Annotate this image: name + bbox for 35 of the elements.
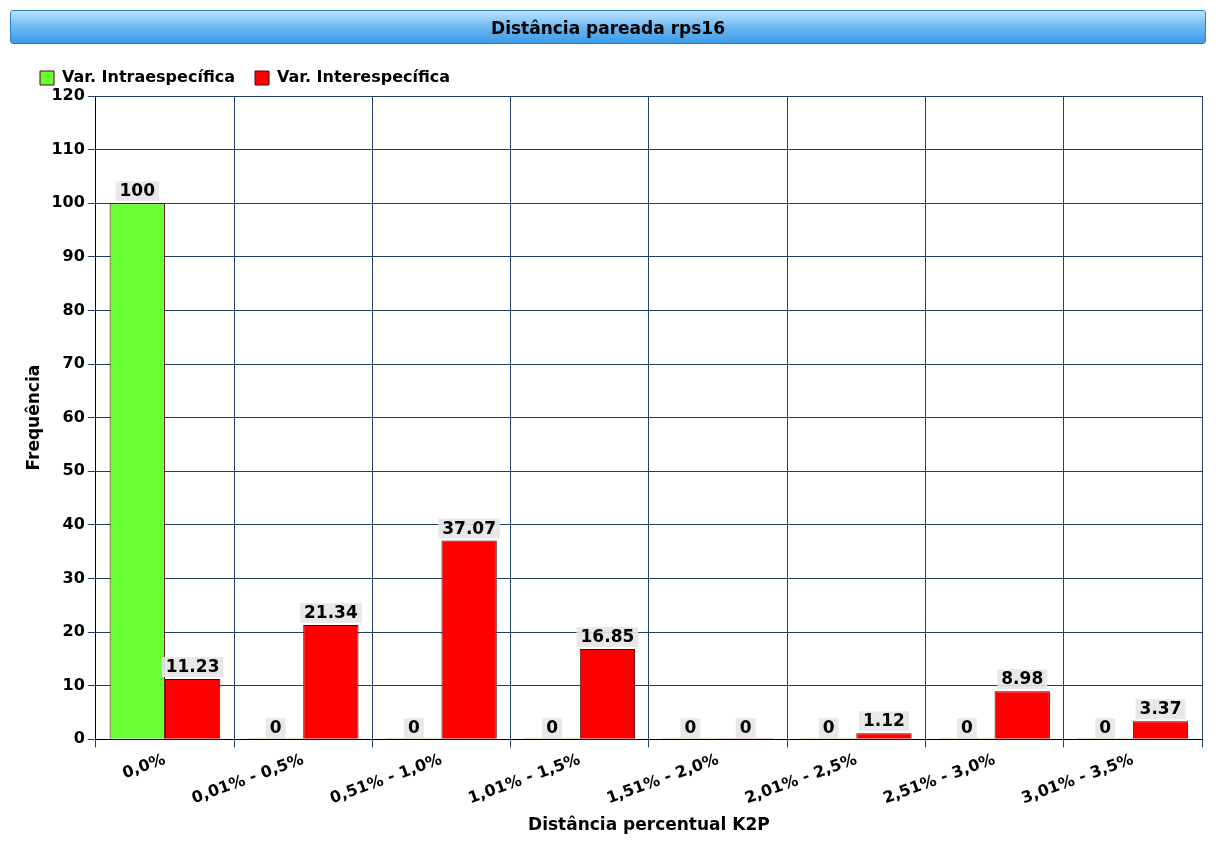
- x-axis-title: Distância percentual K2P: [528, 814, 770, 835]
- data-label: 3.37: [1139, 698, 1182, 719]
- chart-title: Distância pareada rps16: [10, 10, 1206, 44]
- data-label: 37.07: [442, 517, 497, 538]
- data-label: 0: [269, 717, 282, 738]
- data-label: 0: [739, 717, 752, 738]
- data-label: 8.98: [1001, 668, 1044, 689]
- data-label: 0: [684, 717, 697, 738]
- y-tick-label: 50: [62, 460, 85, 480]
- data-label: 0: [961, 717, 974, 738]
- data-label: 100: [119, 180, 156, 201]
- y-tick-label: 80: [62, 299, 85, 319]
- y-tick-label: 0: [73, 728, 85, 748]
- data-label: 1.12: [862, 710, 905, 731]
- legend-label: Var. Intraespecífica: [62, 67, 236, 87]
- data-label: 0: [1099, 717, 1112, 738]
- y-tick-label: 30: [62, 567, 85, 587]
- data-label: 16.85: [580, 625, 635, 646]
- y-tick-label: 90: [62, 245, 85, 265]
- y-tick-label: 40: [62, 514, 85, 534]
- legend-label: Var. Interespecífica: [277, 67, 451, 87]
- y-tick-label: 20: [62, 621, 85, 641]
- y-axis-title: Frequência: [22, 364, 43, 471]
- data-label: 0: [546, 717, 559, 738]
- data-label: 21.34: [303, 601, 358, 622]
- y-tick-label: 110: [51, 138, 85, 158]
- data-label: 0: [407, 717, 420, 738]
- y-tick-label: 100: [51, 192, 85, 212]
- y-tick-label: 70: [62, 353, 85, 373]
- data-label: 11.23: [165, 656, 220, 677]
- data-label: 0: [822, 717, 835, 738]
- y-tick-label: 120: [51, 85, 85, 105]
- y-tick-label: 10: [62, 674, 85, 694]
- x-tick-label: 0,0%: [119, 749, 168, 783]
- y-tick-label: 60: [62, 406, 85, 426]
